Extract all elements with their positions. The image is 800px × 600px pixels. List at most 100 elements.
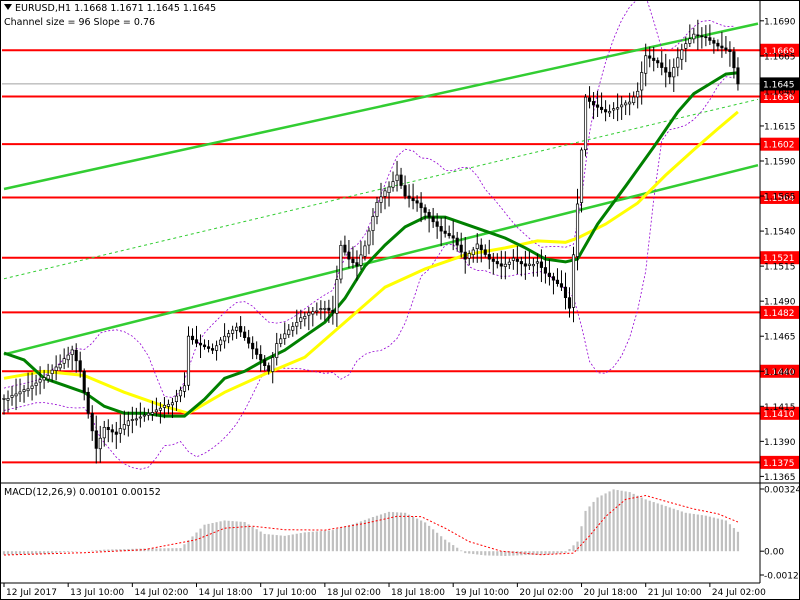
candle-body — [134, 418, 138, 421]
candle-body — [102, 426, 106, 439]
candle-body — [628, 101, 632, 105]
time-tick-label: 14 Jul 02:00 — [134, 588, 188, 598]
candle-body — [616, 107, 620, 110]
candle-body — [307, 312, 311, 316]
candle-body — [162, 404, 166, 408]
candle-body — [495, 261, 499, 265]
candle-body — [54, 366, 58, 371]
level-price-tag — [760, 190, 800, 204]
candle-body — [399, 174, 403, 186]
candle-body — [391, 181, 395, 188]
price-tick-label: 1.1415 — [764, 403, 796, 413]
candle-body — [146, 412, 150, 416]
price-candles — [2, 19, 740, 464]
level-price-label: 1.1602 — [763, 141, 795, 151]
level-price-tag — [760, 43, 800, 57]
level-price-label: 1.1564 — [763, 194, 795, 204]
candle-body — [363, 245, 367, 257]
candle-body — [6, 398, 10, 401]
candle-body — [42, 377, 46, 381]
candle-body — [447, 233, 451, 237]
candle-body — [648, 55, 652, 59]
candle-body — [439, 226, 443, 232]
candle-body — [279, 338, 283, 344]
candle-body — [50, 369, 54, 375]
candle-body — [383, 190, 387, 197]
candle-body — [712, 40, 716, 44]
candle-body — [206, 346, 211, 349]
candle-body — [660, 62, 664, 68]
price-tick-label: 1.1440 — [764, 368, 796, 378]
macd-tick-label: 0.00324 — [764, 486, 800, 496]
symbol-label: EURUSD,H1 — [15, 3, 72, 14]
candle-body — [186, 335, 191, 386]
candle-body — [331, 309, 335, 313]
candle-body — [98, 437, 102, 450]
candle-body — [343, 244, 347, 253]
candle-body — [82, 370, 86, 393]
bollinger-bands — [3, 0, 734, 470]
candle-body — [122, 424, 126, 430]
candle-body — [511, 257, 515, 261]
candle-body — [22, 389, 26, 392]
candle-body — [223, 335, 227, 342]
candle-body — [672, 67, 676, 78]
candle-body — [90, 412, 94, 432]
candle-body — [575, 203, 580, 257]
candle-body — [700, 35, 704, 38]
candle-body — [676, 57, 680, 68]
level-price-tag — [760, 251, 800, 265]
candle-body — [190, 335, 195, 341]
macd-tick-label: -0.00124 — [764, 572, 800, 582]
time-tick-label: 14 Jul 18:00 — [199, 588, 253, 598]
candle-body — [636, 90, 640, 98]
candle-body — [491, 258, 495, 262]
candle-body — [519, 261, 523, 265]
bollinger-lower — [3, 76, 734, 470]
candle-body — [620, 104, 624, 108]
candle-body — [427, 212, 431, 218]
candle-body — [604, 109, 608, 113]
candle-body — [419, 202, 423, 209]
candle-body — [14, 393, 18, 397]
time-tick-label: 20 Jul 02:00 — [519, 588, 573, 598]
level-price-label: 1.1440 — [763, 368, 795, 378]
time-tick-label: 12 Jul 2017 — [6, 588, 57, 598]
candle-body — [66, 354, 70, 361]
candle-body — [624, 102, 628, 106]
candle-body — [219, 339, 223, 346]
dropdown-triangle-icon[interactable] — [4, 4, 12, 10]
candle-body — [724, 47, 728, 51]
current-price-label: 1.1645 — [763, 80, 795, 90]
level-price-tag — [760, 90, 800, 104]
candle-body — [86, 391, 90, 414]
candle-body — [652, 57, 656, 61]
candle-body — [339, 245, 343, 280]
candle-body — [18, 391, 22, 395]
candle-body — [130, 419, 134, 421]
price-tick-label: 1.1365 — [764, 473, 796, 483]
support-resistance-levels: 1.16691.16361.16021.15641.15211.14821.14… — [2, 43, 800, 469]
level-price-tag — [760, 137, 800, 151]
level-price-tag — [760, 364, 800, 378]
candle-body — [499, 263, 503, 267]
candle-body — [231, 329, 235, 334]
candle-body — [688, 38, 692, 44]
candle-body — [375, 202, 379, 217]
candle-body — [255, 348, 259, 355]
candle-body — [235, 326, 239, 331]
level-price-label: 1.1375 — [763, 459, 795, 469]
candle-body — [535, 261, 539, 264]
candle-body — [118, 428, 122, 434]
candle-body — [319, 308, 323, 310]
ma-fast-line — [3, 71, 739, 418]
candle-body — [2, 398, 6, 400]
candle-body — [271, 357, 275, 372]
ma-slow-line — [3, 110, 739, 415]
candle-body — [114, 431, 118, 435]
macd-tick-label: 0.00 — [764, 548, 784, 558]
time-tick-label: 18 Jul 02:00 — [327, 588, 381, 598]
